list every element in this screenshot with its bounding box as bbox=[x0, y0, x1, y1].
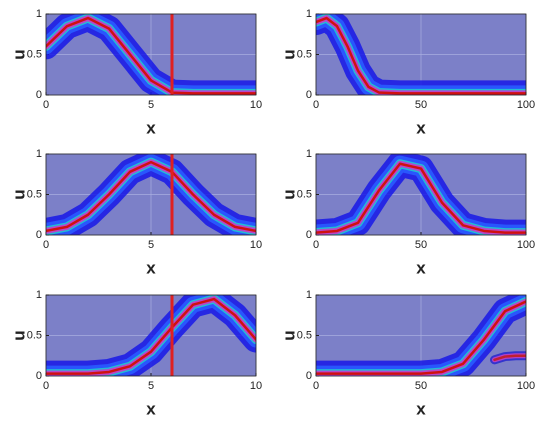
x-tick-label: 5 bbox=[148, 99, 154, 111]
axes-frame bbox=[315, 294, 527, 377]
y-tick-label: 0 bbox=[36, 89, 42, 101]
axes-frame bbox=[45, 294, 257, 377]
x-axis-label: x bbox=[146, 258, 156, 277]
axes-frame bbox=[45, 13, 257, 96]
y-tick-label: 0 bbox=[36, 370, 42, 382]
x-tick-label: 0 bbox=[313, 99, 319, 111]
y-tick-label: 0.5 bbox=[297, 329, 312, 341]
y-tick-label: 1 bbox=[306, 148, 312, 160]
axes-frame bbox=[315, 13, 527, 96]
axes-frame bbox=[45, 153, 257, 236]
x-tick-label: 0 bbox=[313, 239, 319, 251]
subplot: 0 50 100 0 0.5 1 x u bbox=[279, 8, 535, 138]
y-tick-label: 1 bbox=[36, 289, 42, 301]
line-band bbox=[46, 160, 256, 233]
x-axis-label: x bbox=[146, 399, 156, 418]
y-tick-label: 0.5 bbox=[27, 329, 42, 341]
x-tick-label: 5 bbox=[148, 380, 154, 392]
plot-content bbox=[46, 295, 256, 376]
x-tick-label: 50 bbox=[415, 239, 427, 251]
y-tick-label: 1 bbox=[36, 8, 42, 20]
y-tick-label: 0 bbox=[306, 89, 312, 101]
y-axis-label: u bbox=[279, 330, 298, 340]
axes-frame bbox=[315, 153, 527, 236]
x-axis-label: x bbox=[416, 258, 426, 277]
x-tick-label: 50 bbox=[415, 99, 427, 111]
y-tick-label: 1 bbox=[306, 8, 312, 20]
line-band bbox=[316, 162, 526, 234]
x-axis-label: x bbox=[416, 118, 426, 137]
x-tick-label: 100 bbox=[517, 239, 535, 251]
y-tick-label: 0 bbox=[306, 229, 312, 241]
y-tick-label: 1 bbox=[36, 148, 42, 160]
y-axis-label: u bbox=[9, 49, 28, 59]
subplot: 0 5 10 0 0.5 1 x u bbox=[9, 289, 262, 419]
x-tick-label: 0 bbox=[43, 239, 49, 251]
y-tick-label: 0 bbox=[36, 229, 42, 241]
plot-content bbox=[316, 14, 526, 95]
line-band bbox=[46, 297, 256, 375]
x-tick-label: 50 bbox=[415, 380, 427, 392]
x-axis-label: x bbox=[146, 118, 156, 137]
y-axis-label: u bbox=[279, 189, 298, 199]
plot-content bbox=[46, 14, 256, 95]
subplot: 0 50 100 0 0.5 1 x u bbox=[279, 148, 535, 278]
y-axis-label: u bbox=[9, 189, 28, 199]
plot-content bbox=[316, 295, 526, 376]
x-axis-label: x bbox=[416, 399, 426, 418]
x-tick-label: 10 bbox=[250, 99, 262, 111]
x-tick-label: 100 bbox=[517, 99, 535, 111]
y-tick-label: 0.5 bbox=[27, 48, 42, 60]
x-tick-label: 0 bbox=[313, 380, 319, 392]
line-band bbox=[316, 16, 526, 95]
x-tick-label: 100 bbox=[517, 380, 535, 392]
plot-content bbox=[316, 154, 526, 235]
line-band bbox=[316, 300, 526, 375]
x-tick-label: 0 bbox=[43, 99, 49, 111]
y-tick-label: 1 bbox=[306, 289, 312, 301]
y-tick-label: 0.5 bbox=[297, 188, 312, 200]
y-axis-label: u bbox=[279, 49, 298, 59]
subplot: 0 5 10 0 0.5 1 x u bbox=[9, 148, 262, 278]
y-tick-label: 0.5 bbox=[27, 188, 42, 200]
plot-content bbox=[46, 154, 256, 235]
y-axis-label: u bbox=[9, 330, 28, 340]
x-tick-label: 10 bbox=[250, 380, 262, 392]
line-band bbox=[493, 354, 526, 362]
subplot: 0 5 10 0 0.5 1 x u bbox=[9, 8, 262, 138]
x-tick-label: 10 bbox=[250, 239, 262, 251]
line-band bbox=[46, 16, 256, 95]
subplot: 0 50 100 0 0.5 1 x u bbox=[279, 289, 535, 419]
x-tick-label: 0 bbox=[43, 380, 49, 392]
x-tick-label: 5 bbox=[148, 239, 154, 251]
y-tick-label: 0 bbox=[306, 370, 312, 382]
y-tick-label: 0.5 bbox=[297, 48, 312, 60]
